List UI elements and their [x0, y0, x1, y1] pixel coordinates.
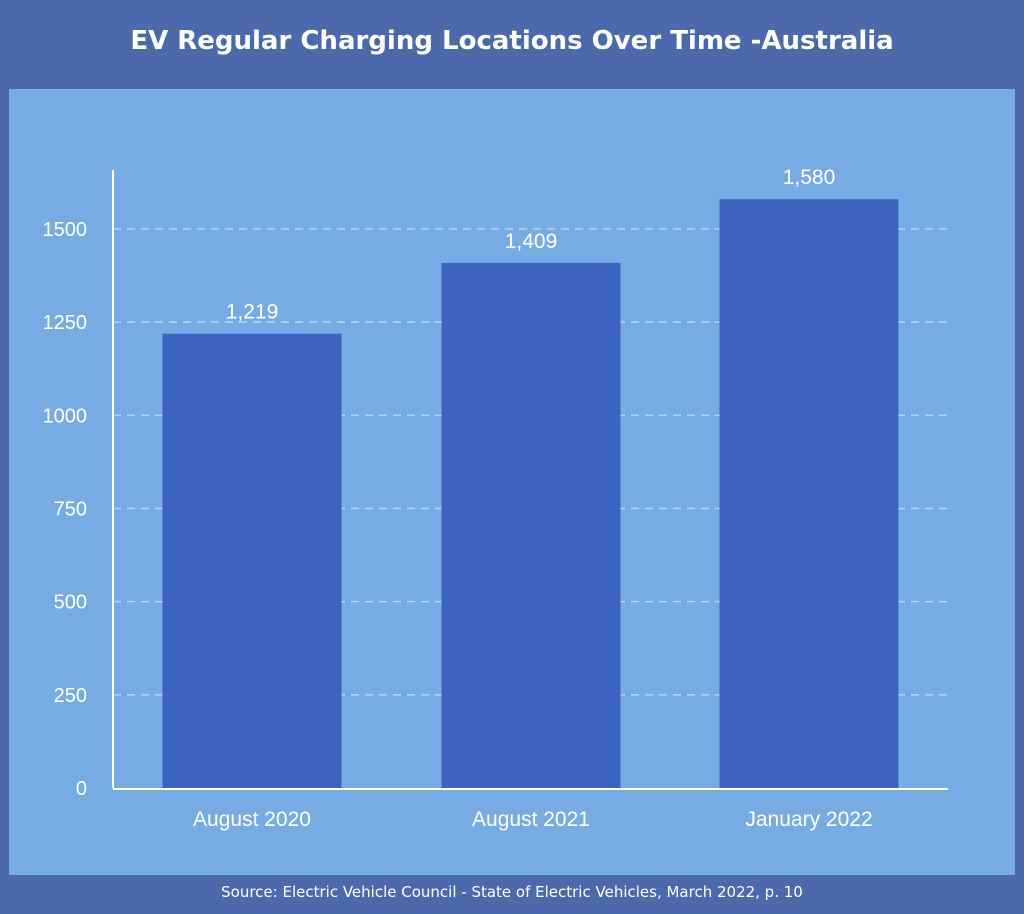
- data-label: 1,409: [505, 230, 558, 253]
- bar: [162, 333, 342, 788]
- data-label: 1,580: [783, 166, 836, 189]
- x-tick-label: January 2022: [745, 808, 872, 831]
- y-tick-label: 1000: [43, 405, 88, 427]
- x-tick-label: August 2021: [472, 808, 590, 831]
- x-tick-label: August 2020: [193, 808, 311, 831]
- data-label: 1,219: [226, 301, 279, 324]
- y-tick-label: 750: [54, 499, 87, 521]
- source-note: Source: Electric Vehicle Council - State…: [221, 883, 803, 901]
- y-tick-label: 1250: [43, 312, 88, 334]
- bar: [441, 262, 621, 788]
- y-tick-label: 0: [76, 778, 87, 800]
- y-tick-label: 500: [54, 592, 87, 614]
- bar: [719, 199, 899, 789]
- chart-title: EV Regular Charging Locations Over Time …: [130, 26, 894, 56]
- y-tick-label: 1500: [43, 219, 88, 241]
- y-tick-label: 250: [54, 685, 87, 707]
